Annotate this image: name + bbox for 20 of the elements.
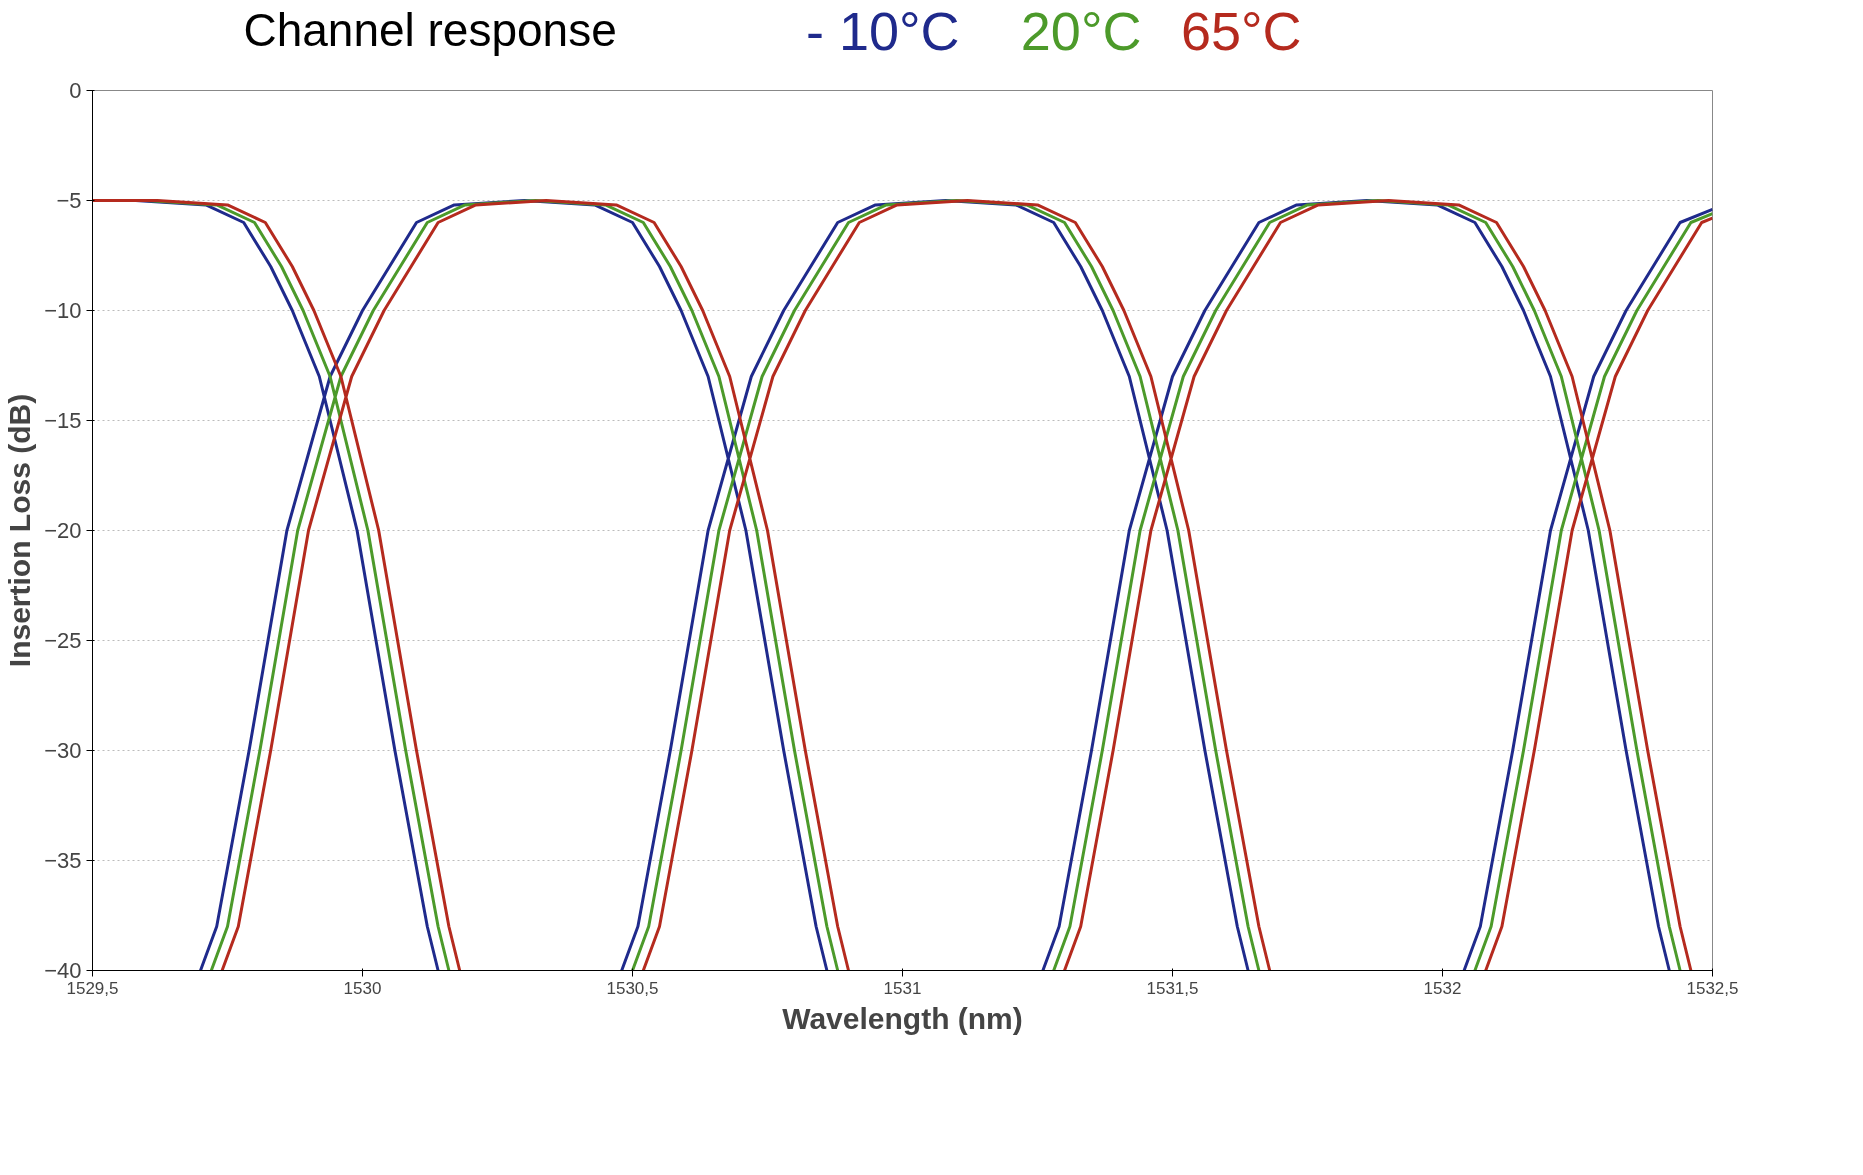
y-tick-label: −25 — [44, 628, 82, 653]
x-tick-label: 1530 — [343, 978, 382, 998]
y-tick-label: −5 — [56, 188, 82, 213]
text: - 10°C — [805, 0, 960, 61]
chart-title: Channel response — [243, 3, 617, 56]
x-tick-label: 1532 — [1423, 978, 1462, 998]
x-tick-label: 1532,5 — [1686, 978, 1739, 998]
y-tick-label: 0 — [69, 78, 82, 103]
y-axis-title: Insertion Loss (dB) — [3, 393, 37, 668]
x-tick-label: 1530,5 — [606, 978, 659, 998]
y-tick-label: −20 — [44, 518, 82, 543]
y-tick-label: −15 — [44, 408, 82, 433]
y-tick-label: −35 — [44, 848, 82, 873]
x-tick-label: 1531,5 — [1146, 978, 1199, 998]
x-tick-label: 1531 — [883, 978, 922, 998]
y-tick-label: −30 — [44, 738, 82, 763]
text: 20°C — [1020, 0, 1142, 61]
y-tick-label: −10 — [44, 298, 82, 323]
x-axis-title: Wavelength (nm) — [782, 1001, 1023, 1035]
text: 65°C — [1180, 0, 1302, 61]
